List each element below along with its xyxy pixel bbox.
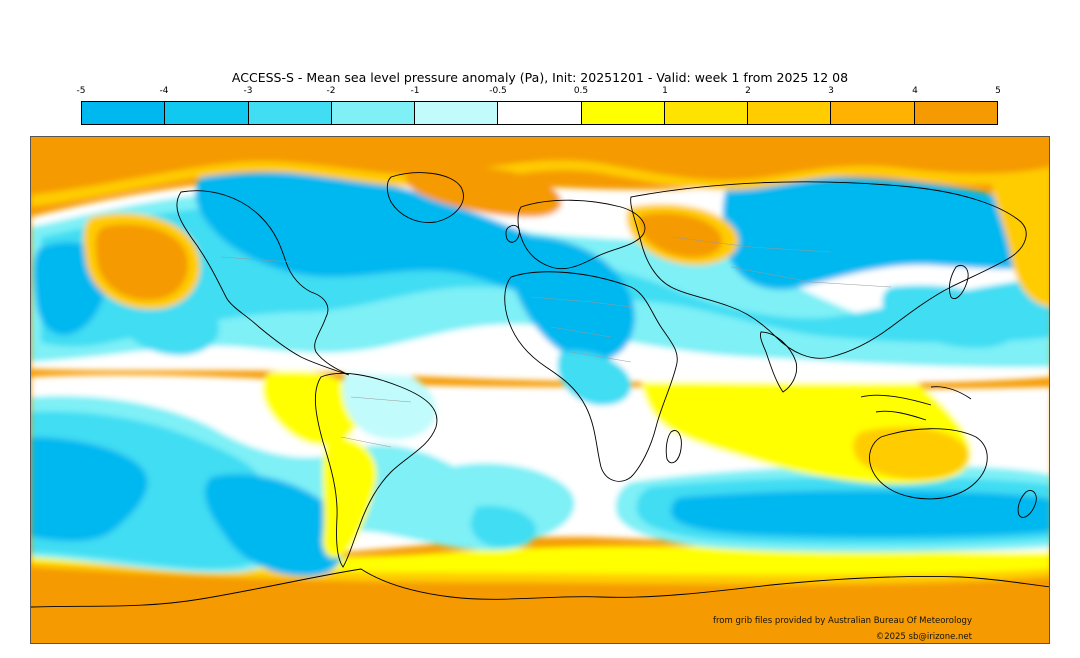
anomaly-region <box>31 437 148 542</box>
coastline-europe <box>517 199 646 270</box>
anomaly-map <box>30 136 1050 644</box>
anomaly-region <box>505 236 635 362</box>
anomaly-region <box>95 224 189 301</box>
tick-label: 4 <box>912 86 918 96</box>
coastline-antarctica <box>31 568 1049 608</box>
source-credit: from grib files provided by Australian B… <box>712 616 972 626</box>
tick-label: -4 <box>159 86 169 96</box>
tick-label: 5 <box>995 86 1001 96</box>
colorbar-segment <box>914 102 997 124</box>
anomaly-region <box>470 505 537 548</box>
tick-label: -1 <box>410 86 420 96</box>
anomaly-region <box>882 285 1018 348</box>
anomaly-region <box>638 213 723 258</box>
coastline-australia <box>869 428 988 500</box>
colorbar-ticks: -5 -4 -3 -2 -1 -0.5 0.5 1 2 3 4 5 <box>0 86 1080 100</box>
anomaly-region <box>262 370 361 446</box>
colorbar-segment <box>748 102 832 124</box>
colorbar-segment <box>581 102 665 124</box>
coastline-madagascar <box>665 430 682 464</box>
colorbar-segment <box>248 102 332 124</box>
tick-label: 0.5 <box>573 86 589 96</box>
coastline-indonesia <box>860 386 972 421</box>
colorbar-segment <box>498 102 582 124</box>
map-canvas <box>31 137 1049 608</box>
coastline-british-isles <box>505 224 520 243</box>
anomaly-region <box>342 366 437 440</box>
colorbar-segment <box>664 102 749 124</box>
coastline-south-america <box>314 372 438 568</box>
anomaly-region <box>991 174 1049 307</box>
coastline-japan <box>948 264 969 300</box>
anomaly-region <box>406 167 562 217</box>
coastline-asia <box>630 181 1027 359</box>
tick-label: -2 <box>326 86 336 96</box>
anomaly-region <box>195 172 584 298</box>
colorbar <box>81 101 998 125</box>
tick-label: -5 <box>76 86 86 96</box>
anomaly-region <box>322 436 377 558</box>
coastline-india <box>760 331 798 393</box>
tick-label: -3 <box>243 86 253 96</box>
coastline-greenland <box>386 172 464 223</box>
coastline-new-zealand <box>1017 490 1037 518</box>
chart-title: ACCESS-S - Mean sea level pressure anoma… <box>231 70 849 85</box>
copyright-credit: ©2025 sb@irizone.net <box>875 632 972 642</box>
tick-label: -0.5 <box>489 86 507 96</box>
coastline-north-america <box>176 190 350 376</box>
colorbar-segment <box>831 102 915 124</box>
anomaly-region <box>671 490 1049 538</box>
colorbar-segment <box>165 102 249 124</box>
tick-label: 1 <box>662 86 668 96</box>
tick-label: 3 <box>828 86 834 96</box>
anomaly-region <box>31 137 1049 195</box>
anomaly-field <box>31 137 1049 585</box>
colorbar-segment <box>331 102 416 124</box>
colorbar-segment <box>415 102 499 124</box>
coastlines <box>31 172 1049 608</box>
anomaly-region <box>204 473 345 577</box>
coastline-africa <box>504 271 678 482</box>
country-borders <box>220 236 892 448</box>
colorbar-segment <box>82 102 166 124</box>
anomaly-region <box>722 176 1049 290</box>
anomaly-region <box>853 427 969 480</box>
tick-label: 2 <box>745 86 751 96</box>
